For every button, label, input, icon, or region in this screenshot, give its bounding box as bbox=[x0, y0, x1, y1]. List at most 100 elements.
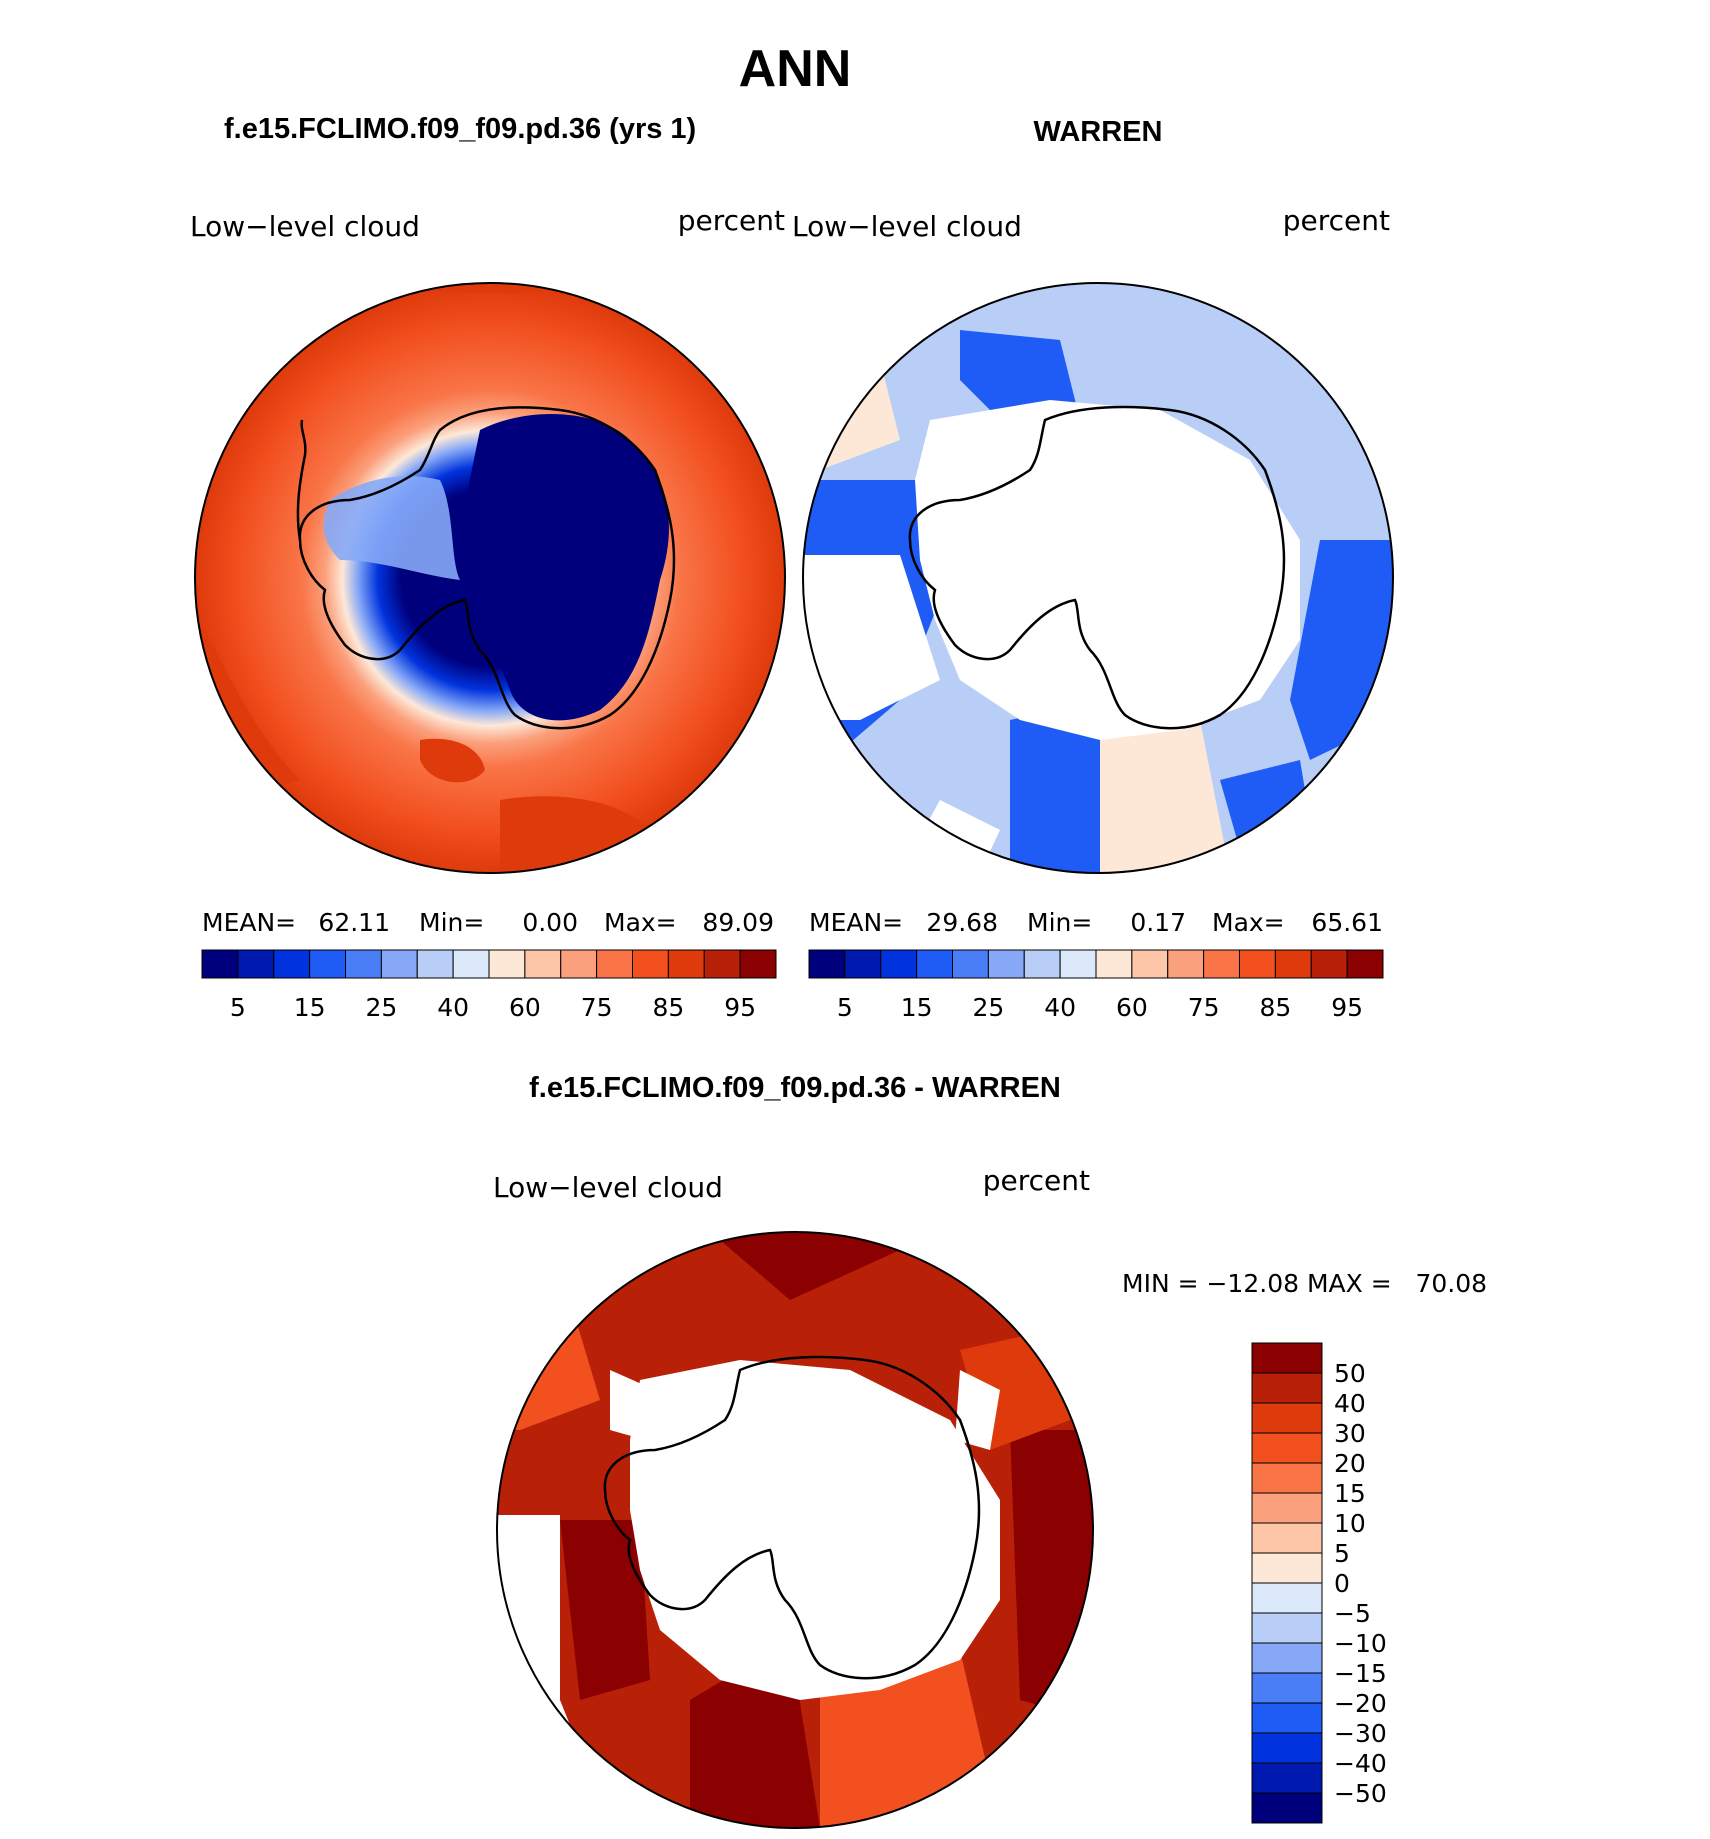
right-max-label: Max= bbox=[1212, 908, 1285, 937]
colorbar-swatch bbox=[273, 949, 311, 979]
colorbar-swatch bbox=[987, 949, 1025, 979]
left-max-label: Max= bbox=[604, 908, 677, 937]
colorbar-swatch bbox=[667, 949, 705, 979]
colorbar-tick-label: 15 bbox=[294, 993, 326, 1022]
right-map-border bbox=[802, 282, 1394, 874]
colorbar-swatch bbox=[880, 949, 918, 979]
colorbar-swatch bbox=[952, 949, 989, 979]
colorbar-tick-label: 15 bbox=[901, 993, 933, 1022]
colorbar-swatch bbox=[844, 949, 882, 979]
colorbar-tick-label: 50 bbox=[1334, 1359, 1366, 1388]
colorbar-tick-label: 40 bbox=[1334, 1389, 1366, 1418]
left-mean-label: MEAN= bbox=[202, 908, 296, 937]
colorbar-swatch bbox=[452, 949, 490, 979]
colorbar-tick-label: 20 bbox=[1334, 1449, 1366, 1478]
diff-map-border bbox=[496, 1231, 1094, 1829]
diff-minmax-label: MIN = −12.08 MAX = 70.08 bbox=[1122, 1269, 1487, 1298]
colorbar-swatch bbox=[1251, 1612, 1323, 1644]
colorbar-swatch bbox=[1251, 1672, 1323, 1704]
right-mean-value: 29.68 bbox=[926, 908, 998, 937]
colorbar-swatch bbox=[596, 949, 633, 979]
colorbar-swatch bbox=[808, 949, 846, 979]
diff-variable-label: Low−level cloud bbox=[493, 1171, 723, 1204]
diff-patch-west bbox=[560, 1520, 650, 1700]
diff-units-label: percent bbox=[983, 1164, 1090, 1197]
colorbar-swatch bbox=[416, 949, 454, 979]
left-min-label: Min= bbox=[419, 908, 484, 937]
colorbar-swatch bbox=[309, 949, 346, 979]
right-patch-south bbox=[1010, 700, 1110, 873]
colorbar-tick-label: 60 bbox=[509, 993, 541, 1022]
colorbar-swatch bbox=[739, 949, 777, 979]
diff-map bbox=[497, 1232, 1093, 1828]
right-stats: MEAN= 29.68 Min= 0.17 Max= 65.61 bbox=[809, 908, 1383, 937]
colorbar-swatch bbox=[1310, 949, 1348, 979]
colorbar-tick-label: 5 bbox=[230, 993, 246, 1022]
diff-patch-east bbox=[1010, 1430, 1093, 1720]
left-panel-title: f.e15.FCLIMO.f09_f09.pd.36 (yrs 1) bbox=[224, 113, 696, 145]
colorbar-swatch bbox=[1203, 949, 1240, 979]
colorbar-tick-label: 95 bbox=[724, 993, 756, 1022]
left-units-label: percent bbox=[678, 204, 785, 237]
colorbar-swatch bbox=[1251, 1732, 1323, 1764]
colorbar-swatch bbox=[1251, 1432, 1323, 1464]
colorbar-tick-label: −40 bbox=[1334, 1749, 1387, 1778]
colorbar-swatch bbox=[524, 949, 562, 979]
colorbar-swatch bbox=[1059, 949, 1097, 979]
colorbar-swatch bbox=[1251, 1762, 1323, 1794]
colorbar-swatch bbox=[1251, 1642, 1323, 1674]
diff-patch-north bbox=[500, 1232, 1093, 1300]
left-peninsula-zone bbox=[323, 476, 460, 580]
colorbar-swatch bbox=[1251, 1552, 1323, 1584]
colorbar-tick-label: −30 bbox=[1334, 1719, 1387, 1748]
colorbar-tick-label: −15 bbox=[1334, 1659, 1387, 1688]
colorbar-swatch bbox=[1131, 949, 1169, 979]
left-mean-value: 62.11 bbox=[318, 908, 390, 937]
colorbar-swatch bbox=[1095, 949, 1133, 979]
left-coastline bbox=[298, 406, 676, 730]
colorbar-swatch bbox=[1251, 1372, 1323, 1404]
right-nodata-wedge-west bbox=[803, 555, 940, 720]
diff-panel-title: f.e15.FCLIMO.f09_f09.pd.36 - WARREN bbox=[529, 1072, 1061, 1104]
colorbar-swatch bbox=[488, 949, 526, 979]
diff-patch-light-south bbox=[820, 1650, 990, 1828]
diff-coastline bbox=[603, 1355, 981, 1680]
colorbar-swatch bbox=[560, 949, 598, 979]
colorbar-tick-label: 40 bbox=[1044, 993, 1076, 1022]
colorbar-swatch bbox=[1167, 949, 1205, 979]
colorbar-swatch bbox=[380, 949, 418, 979]
colorbar-tick-label: 15 bbox=[1334, 1479, 1366, 1508]
colorbar-swatch bbox=[1251, 1582, 1323, 1614]
right-map bbox=[803, 283, 1393, 873]
colorbar-tick-label: −50 bbox=[1334, 1779, 1387, 1808]
left-max-value: 89.09 bbox=[702, 908, 774, 937]
left-patch-mid bbox=[420, 738, 485, 783]
colorbar-tick-label: −10 bbox=[1334, 1629, 1387, 1658]
right-coastline bbox=[908, 405, 1286, 730]
left-variable-label: Low−level cloud bbox=[190, 210, 420, 243]
colorbar-swatch bbox=[1251, 1342, 1323, 1374]
colorbar-swatch bbox=[1251, 1522, 1323, 1554]
colorbar-tick-label: 25 bbox=[972, 993, 1004, 1022]
colorbar-swatch bbox=[1274, 949, 1312, 979]
colorbar-swatch bbox=[703, 949, 741, 979]
colorbar-swatch bbox=[1251, 1462, 1323, 1494]
colorbar-tick-label: 85 bbox=[652, 993, 684, 1022]
colorbar-swatch bbox=[1251, 1792, 1323, 1824]
colorbar-tick-label: 75 bbox=[581, 993, 613, 1022]
colorbar-tick-label: 5 bbox=[837, 993, 853, 1022]
left-stats: MEAN= 62.11 Min= 0.00 Max= 89.09 bbox=[202, 908, 774, 937]
colorbar-tick-label: −20 bbox=[1334, 1689, 1387, 1718]
left-antarctica-core bbox=[461, 413, 669, 721]
right-panel-title: WARREN bbox=[1034, 116, 1163, 148]
colorbar-tick-label: 5 bbox=[1334, 1539, 1350, 1568]
right-colorbar: 5 15 25 40 60 75 85 95 bbox=[808, 949, 1384, 1022]
colorbar-swatch bbox=[237, 949, 275, 979]
right-max-value: 65.61 bbox=[1311, 908, 1383, 937]
colorbar-tick-label: 95 bbox=[1331, 993, 1363, 1022]
colorbar-tick-label: 10 bbox=[1334, 1509, 1366, 1538]
colorbar-tick-label: 75 bbox=[1188, 993, 1220, 1022]
right-units-label: percent bbox=[1283, 204, 1390, 237]
left-map bbox=[195, 283, 785, 873]
